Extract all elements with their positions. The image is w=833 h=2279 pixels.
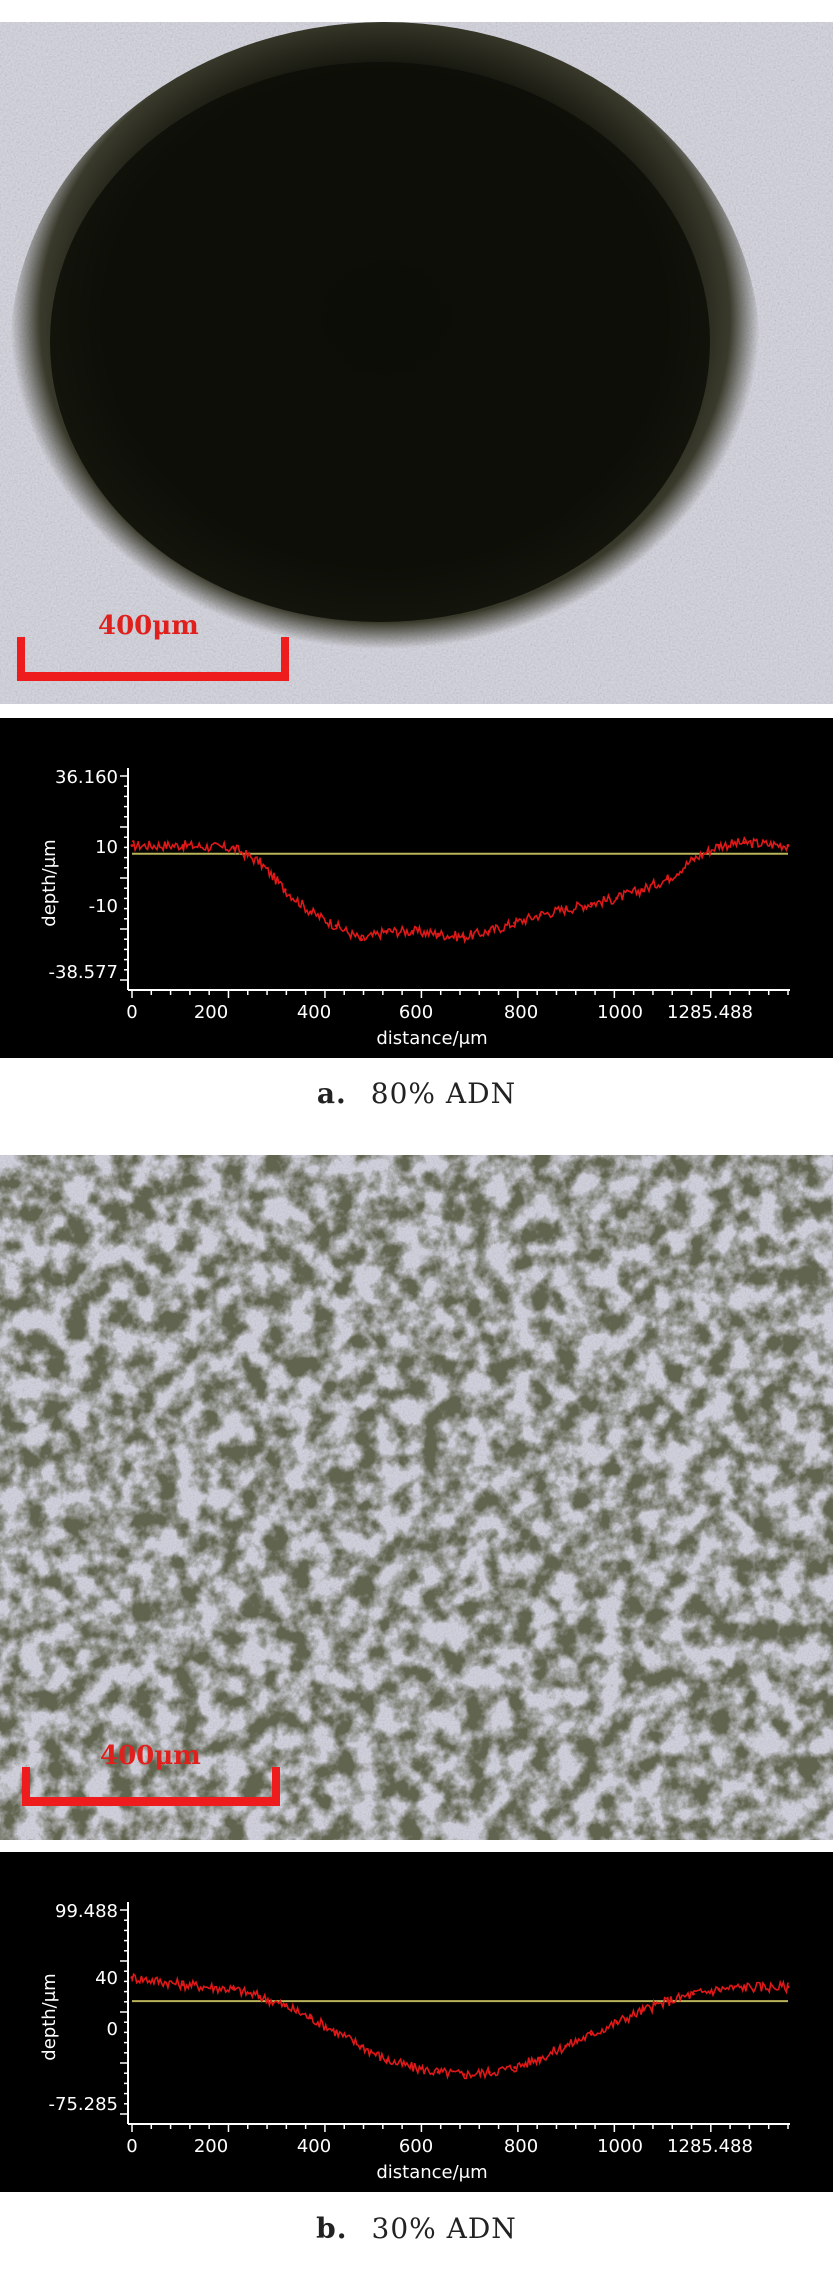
profile-point: [564, 907, 568, 911]
xtick-label: 800: [504, 2136, 538, 2157]
xtick-label: 600: [399, 1002, 433, 1023]
x-axis-label: distance/μm: [376, 1028, 487, 1049]
profile-point: [589, 2032, 593, 2036]
profile-point: [640, 888, 644, 892]
ytick-label: -75.285: [49, 2094, 118, 2115]
caption-text: 30% ADN: [371, 2212, 517, 2245]
xtick-label: 1000: [597, 2136, 643, 2157]
profile-point: [360, 938, 364, 942]
profile-point: [130, 1975, 134, 1979]
depth-profile-line: [131, 1972, 789, 2080]
profile-point: [487, 929, 491, 933]
profile-point: [283, 2004, 287, 2008]
ytick-label: 36.160: [55, 767, 118, 788]
xtick-label: 600: [399, 2136, 433, 2157]
xtick-label: 1000: [597, 1002, 643, 1023]
profile-point: [691, 1992, 695, 1996]
caption-tag: a.: [316, 1077, 347, 1110]
profile-point: [786, 1985, 790, 1989]
ytick-label: 10: [95, 837, 118, 858]
profile-point: [513, 2065, 517, 2069]
ytick-label: -38.577: [49, 962, 118, 983]
ytick-label: -10: [89, 896, 118, 917]
profile-point: [334, 2030, 338, 2034]
profile-point: [283, 888, 287, 892]
xtick-label: 0: [126, 1002, 137, 1023]
xtick-label: 800: [504, 1002, 538, 1023]
profile-point: [666, 1999, 670, 2003]
profile-point: [717, 1987, 721, 1991]
scale-bar-label: 400μm: [98, 611, 199, 641]
profile-point: [411, 929, 415, 933]
caption-text: 80% ADN: [370, 1077, 517, 1110]
xtick-label: 0: [126, 2136, 137, 2157]
micrograph-a: 400μm: [0, 22, 833, 704]
y-axis-label: depth/μm: [39, 1973, 60, 2060]
scale-bar: 400μm: [17, 611, 289, 681]
profile-point: [640, 2009, 644, 2013]
profile-point: [436, 932, 440, 936]
profile-point: [258, 860, 262, 864]
profile-point: [564, 2044, 568, 2048]
xtick-label: 1285.488: [667, 1002, 753, 1023]
profile-point: [258, 1994, 262, 1998]
caption-b: b. 30% ADN: [0, 2212, 833, 2245]
profile-point: [232, 846, 236, 850]
profile-point: [538, 2056, 542, 2060]
y-axis-label: depth/μm: [39, 839, 60, 926]
profile-point: [436, 2070, 440, 2074]
profile-point: [334, 924, 338, 928]
x-axis-label: distance/μm: [376, 2162, 487, 2183]
profile-chart-a: 36.160 10 -10 -38.577 0 200 400 600 800 …: [0, 718, 833, 1058]
profile-point: [411, 2065, 415, 2069]
profile-point: [181, 1983, 185, 1987]
profile-point: [691, 857, 695, 861]
caption-a: a. 80% ADN: [0, 1077, 833, 1110]
xtick-label: 200: [194, 1002, 228, 1023]
micrograph-b: 400μm: [0, 1155, 833, 1840]
xtick-label: 400: [297, 2136, 331, 2157]
profile-point: [232, 1987, 236, 1991]
profile-point: [615, 2020, 619, 2024]
xtick-label: 200: [194, 2136, 228, 2157]
profile-point: [538, 913, 542, 917]
profile-point: [385, 929, 389, 933]
profile-point: [309, 2016, 313, 2020]
profile-point: [786, 843, 790, 847]
ytick-label: 40: [95, 1968, 118, 1989]
profile-point: [462, 935, 466, 939]
depth-profile-line: [131, 836, 789, 944]
profile-point: [589, 902, 593, 906]
profile-point: [309, 910, 313, 914]
xtick-label: 1285.488: [667, 2136, 753, 2157]
profile-point: [717, 843, 721, 847]
scale-bar: 400μm: [22, 1741, 280, 1806]
profile-point: [742, 1985, 746, 1989]
profile-point: [666, 877, 670, 881]
ytick-label: 99.488: [55, 1901, 118, 1922]
profile-chart-b: 99.488 40 0 -75.285 0 200 400 600 800 10…: [0, 1852, 833, 2192]
profile-point: [487, 2070, 491, 2074]
profile-point: [360, 2044, 364, 2048]
ytick-label: 0: [107, 2019, 118, 2040]
profile-point: [615, 896, 619, 900]
caption-tag: b.: [316, 2212, 348, 2245]
profile-point: [181, 843, 185, 847]
profile-point: [513, 921, 517, 925]
profile-point: [742, 841, 746, 845]
xtick-label: 400: [297, 1002, 331, 1023]
profile-point: [385, 2058, 389, 2062]
profile-point: [130, 843, 134, 847]
profile-point: [462, 2073, 466, 2077]
scale-bar-label: 400μm: [100, 1741, 201, 1771]
